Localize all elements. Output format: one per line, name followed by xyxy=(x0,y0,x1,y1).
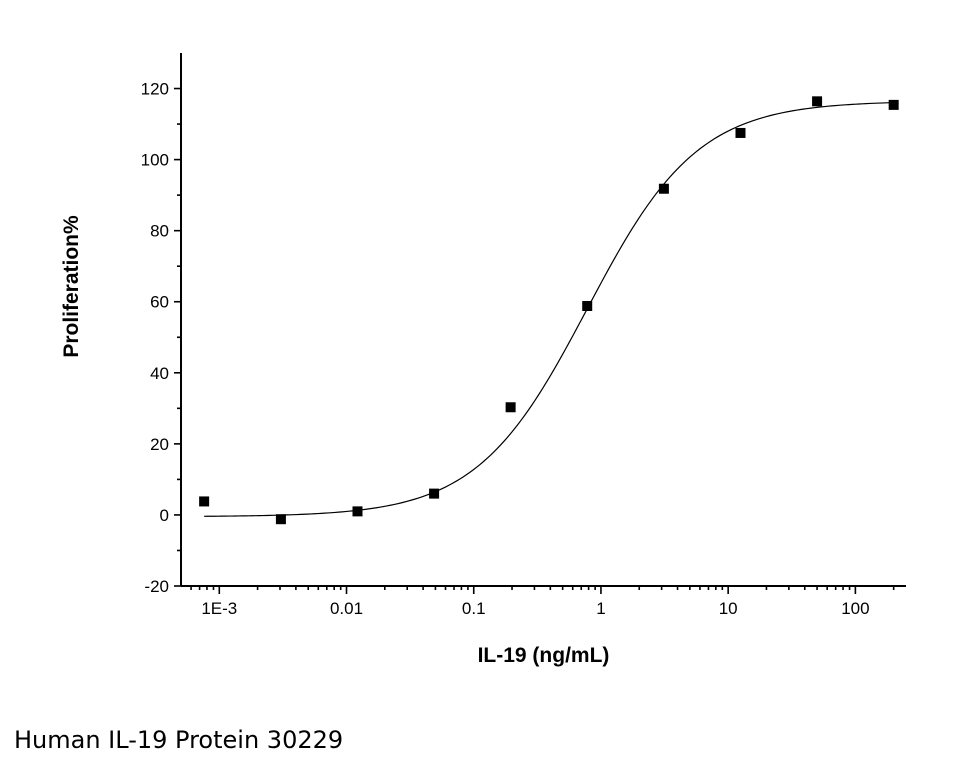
data-point xyxy=(429,488,440,499)
x-tick-label: 100 xyxy=(841,599,869,618)
x-tick-label: 0.1 xyxy=(462,599,486,618)
x-tick-label: 1 xyxy=(596,599,605,618)
y-tick-label: 40 xyxy=(150,364,169,383)
data-point xyxy=(582,300,593,311)
data-point xyxy=(199,496,210,507)
data-point xyxy=(735,127,746,138)
y-tick-label: 0 xyxy=(160,506,169,525)
x-tick-label: 10 xyxy=(719,599,738,618)
y-tick-label: 80 xyxy=(150,222,169,241)
dose-response-chart: -20 0 20 40 60 80 100 120 1E-3 0.01 0.1 1 10 100 IL-… xyxy=(60,53,906,667)
x-axis: 1E-3 0.01 0.1 1 10 100 xyxy=(181,585,906,618)
data-point xyxy=(352,506,363,517)
y-tick-label: -20 xyxy=(144,577,169,596)
y-tick-label: 120 xyxy=(141,80,169,99)
data-point xyxy=(888,99,899,110)
data-point xyxy=(505,402,516,413)
y-axis-title: Proliferation% xyxy=(60,215,83,358)
y-tick-label: 60 xyxy=(150,293,169,312)
data-points xyxy=(199,96,899,525)
data-point xyxy=(658,183,669,194)
data-point xyxy=(812,96,823,107)
y-axis: -20 0 20 40 60 80 100 120 xyxy=(141,53,182,596)
y-tick-label: 100 xyxy=(141,151,169,170)
figure-caption: Human IL-19 Protein 30229 xyxy=(14,726,344,754)
x-tick-label: 0.01 xyxy=(330,599,363,618)
data-point xyxy=(275,514,286,525)
x-tick-label: 1E-3 xyxy=(201,599,237,618)
x-axis-title: IL-19 (ng/mL) xyxy=(478,644,610,667)
y-tick-label: 20 xyxy=(150,435,169,454)
fit-curve xyxy=(204,101,894,517)
